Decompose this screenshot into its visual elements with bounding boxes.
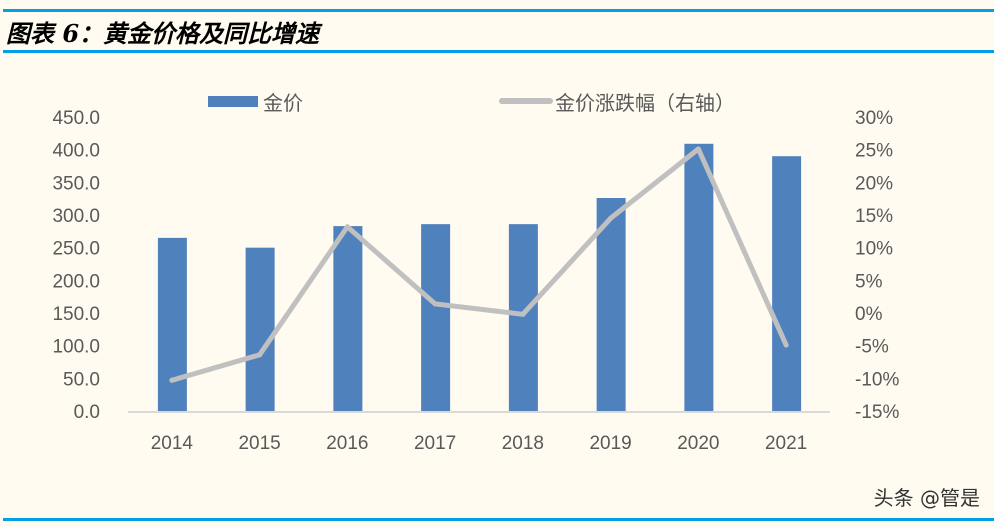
growth-point-2017: [432, 301, 438, 307]
left-tick-label: 0.0: [74, 402, 100, 423]
growth-line: [169, 146, 789, 383]
bar-2014: [157, 237, 187, 411]
left-tick-label: 100.0: [52, 337, 100, 358]
right-tick-label: -15%: [855, 402, 899, 423]
bar-2018: [508, 224, 538, 411]
watermark: 头条 @管是: [873, 486, 980, 510]
chart-title: 图表 6：黄金价格及同比增速: [6, 19, 320, 48]
right-tick-label: 5%: [855, 271, 883, 292]
bar-2015: [245, 247, 275, 411]
bar-2019: [596, 198, 626, 411]
left-tick-label: 200.0: [52, 271, 100, 292]
title-rule: [3, 50, 994, 53]
legend-line-label: 金价涨跌幅（右轴）: [555, 91, 735, 115]
growth-point-2020: [695, 146, 701, 152]
growth-point-2014: [169, 377, 175, 383]
right-tick-label: 10%: [855, 239, 893, 260]
left-tick-label: 400.0: [52, 141, 100, 162]
x-tick-label: 2020: [677, 433, 719, 454]
bottom-rule: [3, 518, 994, 521]
bar-2021: [772, 156, 802, 411]
left-tick-label: 150.0: [52, 304, 100, 325]
growth-point-2018: [520, 311, 526, 317]
bar-2020: [684, 143, 714, 411]
left-tick-label: 450.0: [52, 108, 100, 129]
right-tick-label: 15%: [855, 206, 893, 227]
right-tick-label: 20%: [855, 173, 893, 194]
right-tick-label: 25%: [855, 141, 893, 162]
bar-2017: [421, 224, 451, 411]
x-tick-label: 2016: [326, 433, 368, 454]
x-tick-label: 2014: [151, 433, 194, 454]
top-rule: [3, 9, 994, 12]
growth-point-2016: [344, 224, 350, 230]
left-tick-label: 300.0: [52, 206, 100, 227]
left-tick-label: 250.0: [52, 239, 100, 260]
x-tick-label: 2015: [238, 433, 280, 454]
x-tick-label: 2018: [502, 433, 544, 454]
right-tick-label: -10%: [855, 369, 899, 390]
growth-point-2019: [608, 215, 614, 221]
right-tick-label: 30%: [855, 108, 893, 129]
x-tick-label: 2021: [765, 433, 807, 454]
legend-bar-label: 金价: [263, 91, 303, 115]
right-tick-label: -5%: [855, 337, 889, 358]
x-tick-label: 2019: [589, 433, 631, 454]
left-tick-label: 50.0: [63, 369, 100, 390]
left-tick-label: 350.0: [52, 173, 100, 194]
bar-2016: [333, 226, 363, 411]
right-tick-label: 0%: [855, 304, 883, 325]
growth-point-2021: [783, 342, 789, 348]
x-tick-label: 2017: [414, 433, 456, 454]
legend-bar-swatch: [208, 96, 258, 107]
growth-point-2015: [257, 352, 263, 358]
